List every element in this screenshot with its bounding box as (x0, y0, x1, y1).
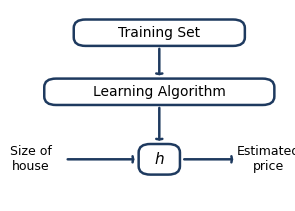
FancyBboxPatch shape (74, 20, 245, 46)
Text: Estimated
price: Estimated price (237, 145, 295, 173)
Text: h: h (155, 152, 164, 167)
Text: Size of
house: Size of house (10, 145, 52, 173)
Text: Learning Algorithm: Learning Algorithm (93, 85, 226, 99)
Text: Training Set: Training Set (118, 26, 200, 40)
FancyBboxPatch shape (139, 144, 180, 175)
FancyBboxPatch shape (44, 79, 274, 105)
